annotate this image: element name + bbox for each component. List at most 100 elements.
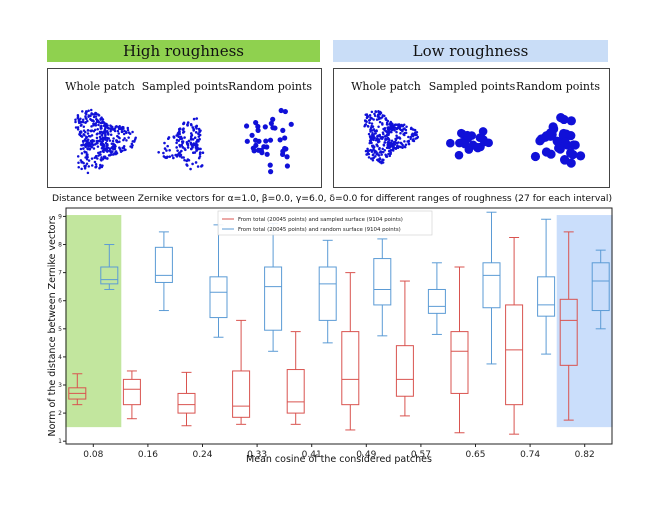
point — [249, 132, 255, 138]
point — [126, 128, 130, 132]
point — [193, 136, 197, 140]
point — [366, 125, 370, 128]
point — [270, 116, 276, 122]
point — [80, 120, 84, 124]
point — [200, 165, 203, 168]
legend-label: From total (20045 points) and random sur… — [238, 227, 401, 233]
point — [107, 149, 111, 152]
point — [395, 134, 398, 137]
box-0.74 — [537, 218, 556, 355]
point — [101, 138, 105, 141]
point — [381, 123, 384, 126]
point — [83, 134, 86, 137]
point — [81, 118, 85, 121]
point — [108, 139, 112, 142]
point — [383, 141, 386, 144]
point — [96, 145, 100, 148]
point — [125, 139, 128, 142]
box-iqr — [286, 369, 305, 414]
point — [90, 112, 93, 115]
point — [117, 132, 120, 135]
x-tick-label: 0.16 — [138, 450, 158, 460]
point — [375, 118, 379, 121]
point — [92, 147, 96, 150]
point — [541, 147, 552, 157]
point — [127, 136, 130, 139]
point — [398, 136, 401, 139]
point — [83, 138, 87, 141]
point — [535, 136, 545, 146]
point — [395, 130, 398, 134]
box-iqr — [427, 288, 446, 314]
point — [413, 133, 416, 136]
point — [373, 112, 376, 116]
point — [120, 128, 124, 131]
y-tick-label: 5 — [58, 326, 62, 333]
point — [388, 154, 392, 158]
point — [560, 137, 570, 147]
point — [379, 117, 382, 120]
point — [85, 135, 88, 139]
random-points-cloud — [530, 113, 586, 168]
point — [96, 127, 99, 131]
point — [263, 138, 269, 144]
box-iqr — [154, 246, 173, 283]
point — [166, 144, 169, 148]
point — [570, 140, 580, 150]
point — [369, 128, 372, 132]
point — [472, 142, 482, 152]
point — [89, 139, 93, 143]
point — [370, 124, 373, 128]
box-0.49 — [341, 272, 360, 431]
point — [99, 163, 102, 167]
x-tick-label: 0.57 — [411, 450, 431, 460]
point — [106, 136, 109, 140]
box-iqr — [177, 392, 196, 414]
point — [116, 129, 120, 133]
point — [187, 139, 191, 143]
point — [381, 158, 384, 162]
x-tick-label: 0.33 — [247, 450, 267, 460]
box-0.41 — [318, 239, 337, 344]
box-iqr — [209, 276, 228, 319]
point — [393, 129, 396, 132]
x-tick-label: 0.24 — [192, 450, 212, 460]
point — [82, 147, 85, 150]
point — [118, 146, 121, 149]
point — [83, 150, 87, 154]
y-tick-label: 9 — [58, 213, 62, 220]
point — [189, 122, 193, 126]
point — [386, 119, 390, 123]
point — [395, 127, 399, 131]
point — [566, 131, 576, 141]
point — [478, 127, 488, 136]
point — [386, 138, 389, 141]
point — [130, 146, 134, 149]
point — [387, 152, 390, 156]
point — [198, 155, 202, 158]
point — [195, 141, 198, 145]
point — [90, 157, 94, 160]
point — [387, 149, 391, 153]
point — [280, 127, 286, 134]
box-0.65 — [450, 266, 469, 434]
point — [412, 128, 415, 131]
sampled-points-cloud — [446, 127, 493, 160]
box-0.57 — [395, 280, 414, 417]
point — [403, 131, 407, 135]
point — [122, 144, 126, 148]
point — [374, 110, 378, 113]
point — [178, 127, 182, 131]
point — [87, 165, 91, 168]
point — [118, 125, 121, 128]
point — [109, 133, 113, 136]
point — [85, 162, 89, 165]
point — [102, 148, 106, 152]
point — [93, 122, 96, 126]
point — [371, 135, 374, 139]
point — [264, 151, 270, 157]
y-tick-label: 3 — [58, 382, 62, 389]
x-tick-label: 0.82 — [575, 450, 595, 460]
point — [410, 133, 414, 137]
